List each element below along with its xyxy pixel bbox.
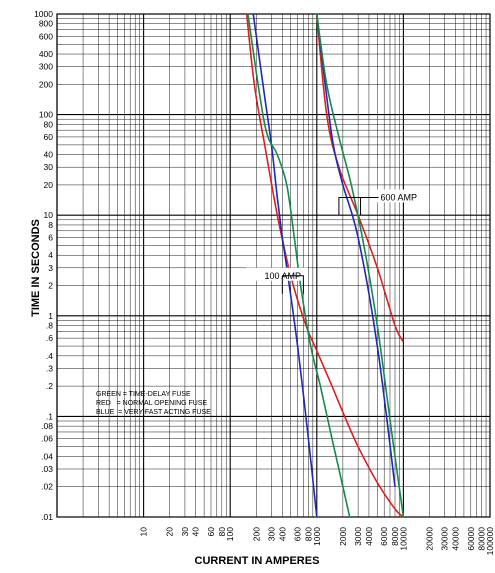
x-tick-label: 8000 [390,527,400,546]
annotation-backdrop [246,267,308,281]
y-tick-label: .3 [46,363,53,373]
x-tick-label: 10000 [398,527,408,551]
x-tick-label: 4000 [364,527,374,546]
x-tick-label: 20 [165,527,175,537]
y-tick-label: .6 [46,333,53,343]
y-tick-label: 1000 [34,9,53,19]
fuse-curve [252,13,318,518]
y-tick-label: .4 [46,351,53,361]
legend-line-red: RED = NORMAL OPENING FUSE [96,400,208,407]
y-tick-label: .03 [41,464,53,474]
y-tick-label: 1 [48,311,53,321]
x-tick-label: 300 [267,527,277,541]
y-tick-label: 3 [48,263,53,273]
legend-line-blue: BLUE = VERY-FAST ACTING FUSE [96,409,211,416]
x-tick-label: 200 [251,527,261,541]
y-tick-label: 300 [39,62,53,72]
x-tick-label: 60 [206,527,216,537]
x-tick-label: 800 [303,527,313,541]
y-tick-label: 10 [44,210,54,220]
fuse-curve [316,13,405,343]
y-tick-label: 80 [44,119,54,129]
y-tick-label: 600 [39,31,53,41]
y-tick-label: .04 [41,451,53,461]
y-tick-label: 20 [44,180,54,190]
legend: GREEN = TIME-DELAY FUSE RED = NORMAL OPE… [96,391,211,416]
x-tick-label: 6000 [379,527,389,546]
x-tick-label: 80 [217,527,227,537]
y-tick-label: .1 [46,411,53,421]
fuse-curve [247,13,351,518]
y-tick-label: .02 [41,482,53,492]
plot-frame [56,13,491,518]
x-tick-label: 600 [293,527,303,541]
x-tick-label: 2000 [338,527,348,546]
y-tick-label: .06 [41,434,53,444]
y-tick-label: 40 [44,150,54,160]
fuse-curve [245,13,404,518]
y-tick-label: 30 [44,162,54,172]
legend-line-green: GREEN = TIME-DELAY FUSE [96,391,191,398]
y-tick-label: .8 [46,321,53,331]
x-tick-label: 80000 [477,527,487,551]
x-axis-title: CURRENT IN AMPERES [195,555,320,567]
fuse-curve [316,13,405,518]
y-tick-label: 60 [44,132,54,142]
annotation-layer: 100 AMP 600 AMP [246,189,427,294]
y-tick-label: .2 [46,381,53,391]
y-tick-label: .08 [41,421,53,431]
y-tick-label: 800 [39,19,53,29]
y-axis-title: TIME IN SECONDS [30,219,42,317]
y-tick-label: 2 [48,281,53,291]
x-tick-label: 30 [180,527,190,537]
x-tick-label: 10 [139,527,149,537]
x-tick-label: 1000 [312,527,322,546]
series-layer [245,13,405,518]
y-tick-label: 200 [39,79,53,89]
y-tick-label: 6 [48,233,53,243]
annotation-100-amp: 100 AMP [265,271,302,281]
annotation-backdrop [376,189,427,203]
minor-gridlines [57,14,490,517]
y-tick-label: 400 [39,49,53,59]
x-tick-label: 100000 [485,527,495,556]
x-tick-label: 30000 [440,527,450,551]
x-tick-label: 100 [225,527,235,541]
annotation-bracket [281,275,304,294]
annotation-bracket [338,196,379,216]
x-tick-label: 20000 [424,527,434,551]
x-tick-label: 3000 [353,527,363,546]
x-tick-label: 40 [191,527,201,537]
major-gridlines [56,14,490,518]
y-tick-label: 4 [48,250,53,260]
y-tick-label: .01 [41,512,53,522]
x-tick-label: 400 [277,527,287,541]
y-tick-label: 8 [48,220,53,230]
y-tick-label: 100 [39,110,53,120]
fuse-curve [316,13,396,487]
x-tick-label: 40000 [451,527,461,551]
annotation-600-amp: 600 AMP [381,192,418,202]
x-tick-label: 60000 [466,527,476,551]
